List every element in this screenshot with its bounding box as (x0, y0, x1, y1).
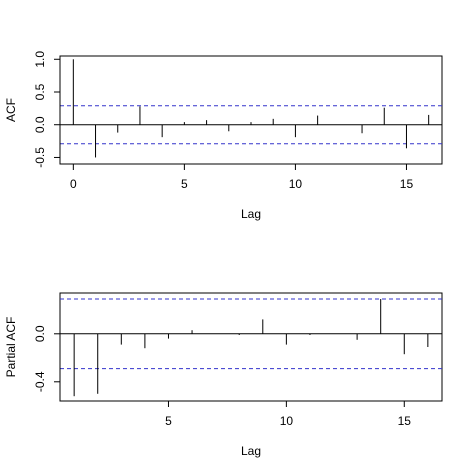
acf-y-axis-label: ACF (4, 98, 18, 122)
acf-x-tick-label: 5 (181, 177, 188, 191)
acf-x-tick-label: 0 (70, 177, 77, 191)
pacf-y-tick-label: -0.4 (33, 371, 47, 392)
acf-y-tick-label: 1.0 (33, 51, 47, 68)
pacf-plot-frame (59, 292, 443, 402)
pacf-y-tick-label: 0.0 (33, 325, 47, 342)
acf-confidence-bands (60, 105, 442, 145)
acf-panel: 0 5 10 15 -0.5 0.0 0.5 1.0 Lag ACF (4, 51, 443, 221)
acf-x-axis-label: Lag (241, 207, 261, 221)
acf-y-axis: -0.5 0.0 0.5 1.0 (33, 51, 61, 168)
acf-y-tick-label: -0.5 (33, 147, 47, 168)
acf-spikes (60, 59, 442, 158)
pacf-confidence-bands (60, 298, 442, 370)
pacf-y-axis-label: Partial ACF (4, 317, 18, 378)
pacf-x-axis: 5 10 15 (165, 400, 412, 428)
pacf-y-axis: -0.4 0.0 (33, 325, 61, 392)
acf-x-axis: 0 5 10 15 (70, 163, 414, 191)
pacf-panel: 5 10 15 -0.4 0.0 Lag Partial ACF (4, 292, 443, 458)
pacf-x-tick-label: 10 (280, 414, 294, 428)
acf-x-tick-label: 15 (400, 177, 414, 191)
acf-x-tick-label: 10 (289, 177, 303, 191)
acf-y-tick-label: 0.5 (33, 83, 47, 100)
acf-y-tick-label: 0.0 (33, 116, 47, 133)
pacf-x-tick-label: 15 (398, 414, 412, 428)
pacf-spikes (60, 299, 442, 397)
pacf-x-tick-label: 5 (165, 414, 172, 428)
pacf-x-axis-label: Lag (241, 444, 261, 458)
